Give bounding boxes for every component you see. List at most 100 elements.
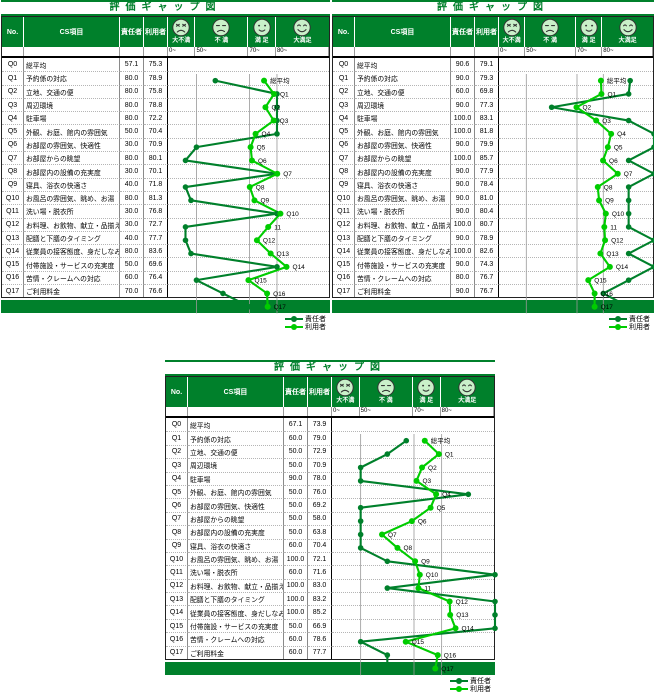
row-no: Q4 bbox=[166, 471, 188, 485]
row-no: Q10 bbox=[2, 190, 24, 205]
row-cs-item: ご利用料金 bbox=[188, 645, 284, 660]
table-row: Q3 周辺環境 90.0 77.3 bbox=[333, 97, 653, 112]
header-user: 利用者 bbox=[308, 377, 332, 407]
row-no: Q3 bbox=[166, 458, 188, 472]
satisfaction-header: 大不満 不 満 満 足 大満足 bbox=[332, 377, 494, 407]
row-cs-item: 配膳と下膳のタイミング bbox=[355, 230, 451, 245]
row-user-value: 70.9 bbox=[144, 137, 168, 152]
row-cs-item: 苦情・クレームへの対応 bbox=[188, 632, 284, 646]
row-manager-value: 100.0 bbox=[451, 124, 475, 138]
row-user-value: 58.0 bbox=[308, 511, 332, 526]
cs-table: No. CS項目 責任者 利用者 大不満不 満満 足大満足 0~ 50~ 70~ 80… bbox=[165, 376, 498, 676]
user-point bbox=[602, 237, 609, 244]
table-row: Q8 お部屋内の設備の充実度 50.0 63.8 bbox=[166, 525, 494, 539]
scale-tick: 0~ bbox=[332, 407, 360, 416]
row-user-value: 78.4 bbox=[475, 177, 499, 191]
row-user-value: 85.2 bbox=[308, 605, 332, 619]
scale-cell-empty bbox=[24, 47, 120, 56]
satisfaction-header-cell: 不 満 bbox=[525, 17, 576, 47]
manager-point bbox=[357, 504, 364, 511]
row-manager-value: 40.0 bbox=[120, 230, 144, 245]
row-plot-area bbox=[499, 230, 653, 244]
row-manager-value: 80.0 bbox=[120, 111, 144, 125]
point-label: 11 bbox=[424, 585, 431, 592]
point-label: Q8 bbox=[403, 545, 412, 552]
row-manager-value: 60.0 bbox=[451, 84, 475, 98]
legend-manager-label: 責任者 bbox=[305, 316, 326, 324]
row-manager-value: 30.0 bbox=[120, 217, 144, 231]
row-manager-value: 90.0 bbox=[451, 97, 475, 112]
row-plot-area bbox=[332, 645, 494, 659]
point-label: 総平均 bbox=[431, 436, 451, 445]
user-point bbox=[267, 250, 274, 257]
satisfaction-header-cell: 不 満 bbox=[195, 17, 249, 47]
row-cs-item: お料理、お飲物、献立・品揃え bbox=[355, 217, 451, 231]
row-no: Q12 bbox=[2, 217, 24, 231]
cs-table: No. CS項目 責任者 利用者 大不満不 満満 足大満足 0~ 50~ 70~ 80… bbox=[1, 16, 330, 314]
row-no: Q17 bbox=[2, 284, 24, 298]
row-plot-area bbox=[499, 217, 653, 231]
row-manager-value: 80.0 bbox=[451, 270, 475, 285]
row-plot-area bbox=[168, 58, 329, 71]
point-label: Q7 bbox=[624, 171, 633, 178]
row-cs-item: お料理、お飲物、献立・品揃え bbox=[24, 217, 120, 231]
row-plot-area bbox=[499, 124, 653, 137]
row-cs-item: 苦情・クレームへの対応 bbox=[355, 270, 451, 285]
point-label: 総平均 bbox=[607, 76, 627, 85]
row-plot-area bbox=[332, 498, 494, 511]
row-manager-value: 50.0 bbox=[284, 618, 308, 633]
header-cs-item: CS項目 bbox=[188, 377, 284, 407]
legend-user: 利用者 bbox=[285, 323, 326, 331]
row-plot-area bbox=[168, 97, 329, 111]
row-plot-area bbox=[332, 632, 494, 645]
point-label: Q2 bbox=[271, 105, 280, 112]
row-manager-value: 100.0 bbox=[451, 217, 475, 231]
table-row: Q6 お部屋の雰囲気、快適性 90.0 79.9 bbox=[333, 137, 653, 152]
row-no: Q1 bbox=[2, 71, 24, 85]
row-manager-value: 30.0 bbox=[120, 204, 144, 218]
row-plot-area bbox=[499, 244, 653, 257]
manager-point bbox=[651, 264, 654, 270]
user-point bbox=[248, 157, 255, 164]
user-point bbox=[270, 117, 277, 124]
user-point-line bbox=[575, 80, 619, 307]
satisfaction-header-cell: 満 足 bbox=[575, 17, 603, 47]
user-point bbox=[416, 571, 423, 578]
row-plot-area bbox=[168, 204, 329, 217]
user-point bbox=[452, 625, 459, 632]
table-row: Q7 お部屋からの眺望 80.0 80.1 bbox=[2, 151, 329, 165]
row-plot-area bbox=[168, 151, 329, 164]
manager-point bbox=[384, 558, 391, 565]
row-plot-area bbox=[332, 458, 494, 471]
row-no: Q2 bbox=[166, 444, 188, 459]
row-manager-value: 80.0 bbox=[120, 151, 144, 165]
row-user-value: 72.2 bbox=[144, 111, 168, 125]
manager-point bbox=[357, 545, 364, 551]
row-no: Q14 bbox=[2, 244, 24, 258]
row-plot-area bbox=[499, 257, 653, 270]
row-manager-value: 90.0 bbox=[284, 471, 308, 485]
row-cs-item: 周辺環境 bbox=[24, 97, 120, 112]
row-cs-item: 従業員の接客態度、身だしなみ bbox=[24, 244, 120, 258]
header-no: No. bbox=[333, 17, 355, 47]
user-point bbox=[245, 277, 252, 284]
table-row: Q8 お部屋内の設備の充実度 90.0 77.9 bbox=[333, 164, 653, 178]
row-no: Q9 bbox=[2, 177, 24, 191]
row-user-value: 77.3 bbox=[475, 97, 499, 112]
row-plot-area bbox=[168, 230, 329, 244]
scale-cell-empty bbox=[284, 407, 308, 416]
manager-point bbox=[274, 264, 280, 270]
row-cs-item: 洗い場・脱衣所 bbox=[355, 204, 451, 218]
manager-point bbox=[357, 518, 364, 524]
row-manager-value: 30.0 bbox=[120, 137, 144, 152]
point-label: Q7 bbox=[388, 532, 397, 539]
scale-cell-empty bbox=[166, 407, 188, 416]
table-row: Q4 駐車場 90.0 78.0 bbox=[166, 471, 494, 485]
point-label: Q17 bbox=[601, 304, 614, 311]
scale-ticks: 0~ 50~ 70~ 80~ bbox=[168, 47, 329, 56]
table-row: Q5 外観、お庭、館内の雰囲気 100.0 81.8 bbox=[333, 124, 653, 138]
row-no: Q13 bbox=[333, 230, 355, 245]
manager-point bbox=[188, 250, 194, 257]
manager-point bbox=[625, 197, 632, 204]
